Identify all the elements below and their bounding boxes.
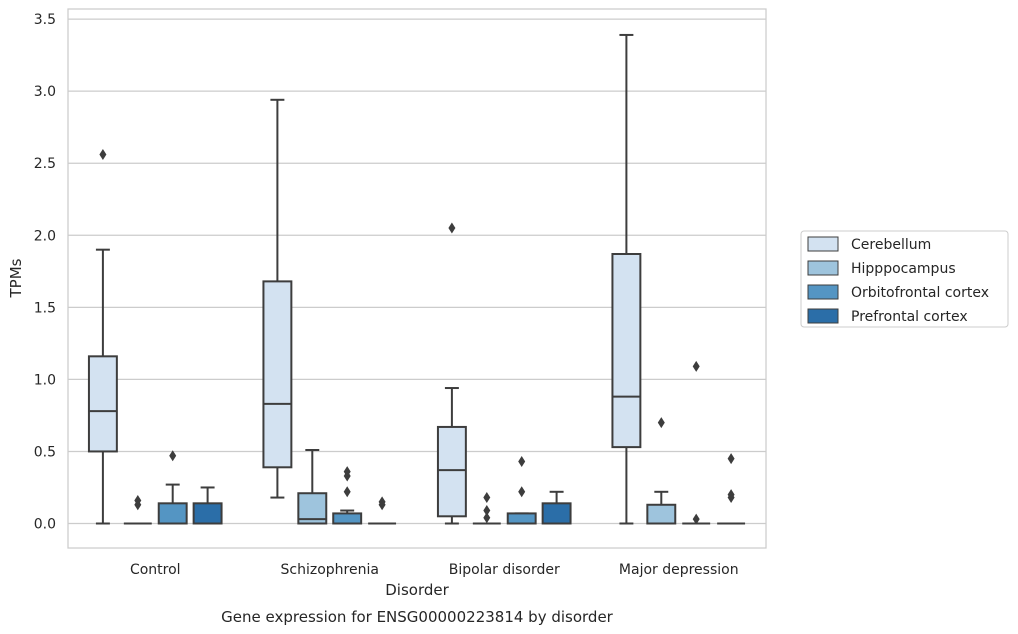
y-tick-label: 1.5 [34, 300, 56, 316]
outlier-point [343, 486, 351, 498]
box [297, 449, 328, 525]
outlier-point [343, 466, 351, 478]
outlier-point [518, 486, 526, 498]
box-series [87, 33, 746, 525]
outlier-point [169, 450, 177, 462]
outlier-point [99, 149, 107, 161]
box [611, 33, 642, 525]
series-hipppocampus [123, 417, 677, 525]
box [682, 360, 711, 525]
box [192, 486, 223, 525]
x-axis-ticks: Control Schizophrenia Bipolar disorder Majo… [130, 562, 739, 578]
y-tick-label: 2.0 [34, 228, 56, 244]
box-rect [192, 502, 223, 525]
y-tick-label: 0.5 [34, 444, 56, 460]
series-orbitofrontal-cortex [157, 360, 711, 525]
box-rect [611, 253, 642, 449]
outlier-point [692, 360, 700, 372]
plot-area-frame [67, 8, 767, 549]
outlier-point [448, 222, 456, 234]
series-cerebellum [87, 33, 642, 525]
y-tick-label: 3.5 [34, 12, 56, 28]
y-tick-label: 1.0 [34, 372, 56, 388]
box-rect [87, 355, 118, 453]
box [717, 453, 746, 525]
legend-label: Hipppocampus [851, 261, 956, 277]
outlier-point [483, 505, 491, 517]
x-tick-label: Major depression [619, 562, 739, 578]
box [541, 490, 572, 525]
outlier-point [727, 453, 735, 465]
box-rect [436, 425, 467, 518]
box [87, 149, 118, 525]
legend-swatch [807, 284, 839, 300]
box-rect [262, 280, 293, 469]
y-tick-label: 2.5 [34, 156, 56, 172]
box [157, 450, 188, 525]
y-axis-ticks: 0.0 0.5 1.0 1.5 2.0 2.5 3.0 3.5 [34, 12, 56, 532]
box-rect [332, 512, 363, 525]
y-tick-label: 3.0 [34, 84, 56, 100]
box [262, 98, 293, 499]
y-tick-label: 0.0 [34, 517, 56, 533]
legend: Cerebellum Hipppocampus Orbitofrontal cort… [800, 230, 1009, 328]
x-axis-title: Disorder [385, 581, 449, 599]
legend-swatch [807, 236, 839, 252]
box [506, 456, 537, 525]
x-tick-label: Control [130, 562, 181, 578]
legend-frame [800, 230, 1009, 328]
legend-swatch [807, 308, 839, 324]
outlier-point [727, 489, 735, 501]
legend-label: Prefrontal cortex [851, 309, 968, 325]
legend-label: Orbitofrontal cortex [851, 285, 989, 301]
outlier-point [134, 494, 142, 506]
box [646, 417, 677, 525]
box [436, 222, 467, 525]
outlier-point [483, 492, 491, 504]
box-rect [506, 512, 537, 525]
box-rect [541, 502, 572, 525]
box [472, 492, 501, 525]
outlier-point [657, 417, 665, 429]
box [123, 494, 152, 525]
chart-caption: Gene expression for ENSG00000223814 by d… [221, 608, 614, 626]
grid-lines [68, 18, 766, 525]
legend-label: Cerebellum [851, 237, 931, 253]
legend-swatch [807, 260, 839, 276]
x-tick-label: Schizophrenia [281, 562, 379, 578]
y-axis-title: TPMs [7, 258, 25, 298]
series-prefrontal-cortex [192, 453, 746, 525]
outlier-point [378, 496, 386, 508]
box [332, 466, 363, 525]
box [368, 496, 397, 525]
outlier-point [692, 513, 700, 525]
outlier-point [518, 456, 526, 468]
box-rect [646, 503, 677, 525]
x-tick-label: Bipolar disorder [449, 562, 560, 578]
box-rect [157, 502, 188, 525]
outlier-point [483, 512, 491, 524]
